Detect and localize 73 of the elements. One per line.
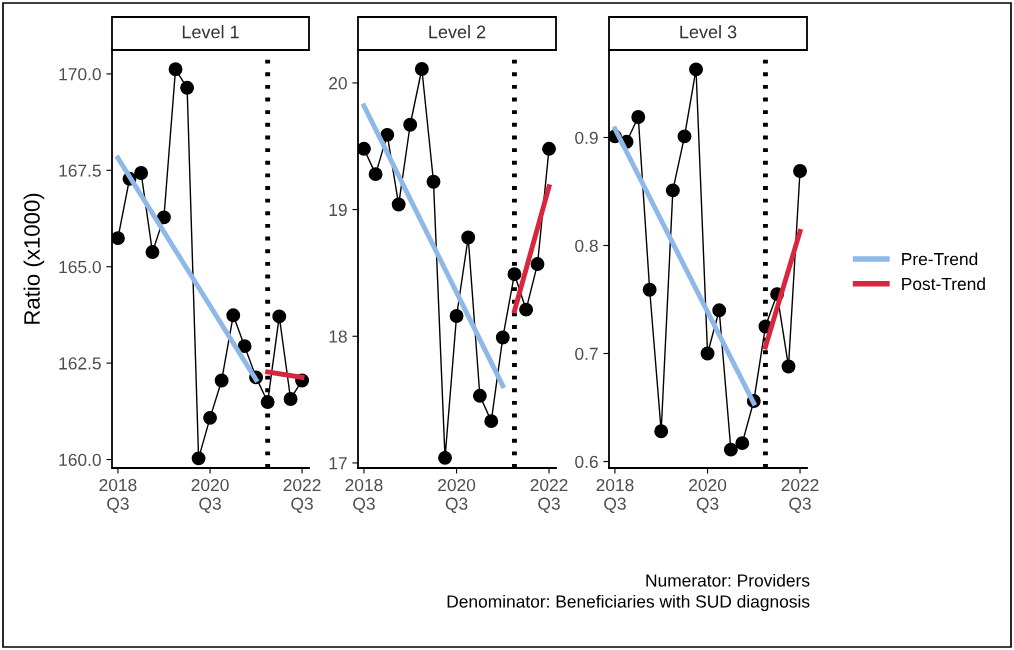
- point: [712, 303, 727, 318]
- point: [542, 141, 556, 156]
- point: [438, 450, 452, 465]
- point: [368, 167, 383, 182]
- y-tick-label: 0.7: [575, 347, 598, 360]
- point: [654, 424, 669, 439]
- point: [700, 346, 715, 361]
- y-tick-label: 0.6: [575, 455, 598, 468]
- chart-title: Level 3: [680, 25, 737, 39]
- x-tick-label: 2018 Q3: [99, 478, 137, 513]
- x-tick-label: 2022 Q3: [781, 478, 819, 513]
- y-axis-title: Ratio (x1000): [23, 193, 45, 324]
- y-tick-label: 17: [329, 457, 347, 470]
- point: [226, 308, 241, 323]
- point: [272, 309, 287, 324]
- point: [665, 183, 680, 198]
- chart-title: Level 2: [429, 25, 486, 39]
- point: [180, 80, 195, 95]
- point: [358, 141, 371, 156]
- x-tick-label: 2020 Q3: [438, 478, 476, 513]
- point: [735, 436, 750, 451]
- point: [112, 231, 125, 246]
- point: [145, 245, 160, 260]
- point: [237, 339, 252, 354]
- point: [156, 210, 171, 225]
- y-tick-label: 0.8: [575, 239, 598, 252]
- point: [507, 267, 522, 282]
- y-tick-label: 19: [329, 203, 347, 217]
- point: [495, 330, 510, 345]
- point: [642, 282, 657, 297]
- point: [449, 309, 464, 323]
- point: [203, 410, 218, 425]
- point: [191, 451, 206, 466]
- x-tick-label: 2022 Q3: [530, 478, 568, 513]
- text: Denominator: Beneficiaries with SUD diagnosis: [447, 594, 810, 612]
- point: [793, 164, 807, 178]
- point: [214, 373, 229, 388]
- point: [781, 359, 796, 374]
- x-tick-label: 2020 Q3: [191, 478, 229, 513]
- y-tick-label: 20: [329, 77, 347, 90]
- point: [472, 388, 487, 403]
- point: [260, 395, 275, 410]
- y-tick-label: 162.5: [59, 357, 101, 370]
- x-tick-label: 2020 Q3: [689, 478, 727, 513]
- y-tick-label: 170.0: [59, 68, 101, 81]
- point: [403, 117, 418, 132]
- y-tick-label: 0.9: [575, 131, 598, 144]
- x-tick-label: 2018 Q3: [596, 478, 634, 513]
- y-tick-label: 167.5: [59, 164, 101, 177]
- point: [631, 110, 646, 124]
- text: Numerator: Providers: [646, 573, 810, 587]
- point: [484, 414, 499, 429]
- point: [414, 62, 429, 76]
- point: [283, 392, 298, 406]
- point: [134, 166, 149, 180]
- x-tick-label: 2018 Q3: [345, 478, 383, 513]
- point: [380, 127, 395, 142]
- point: [426, 174, 441, 189]
- point: [461, 230, 476, 245]
- point: [689, 62, 703, 77]
- point: [677, 129, 692, 144]
- chart-title: Level 1: [182, 25, 239, 39]
- y-tick-label: 165.0: [59, 260, 101, 274]
- point: [168, 62, 183, 77]
- point: [391, 197, 406, 212]
- legend-label: Post-Trend: [902, 277, 985, 291]
- point: [723, 442, 738, 457]
- point: [530, 257, 545, 272]
- y-tick-label: 160.0: [59, 453, 101, 466]
- y-tick-label: 18: [329, 330, 347, 343]
- x-tick-label: 2022 Q3: [283, 478, 321, 513]
- legend-label: Pre-Trend: [902, 252, 978, 266]
- point: [519, 302, 534, 317]
